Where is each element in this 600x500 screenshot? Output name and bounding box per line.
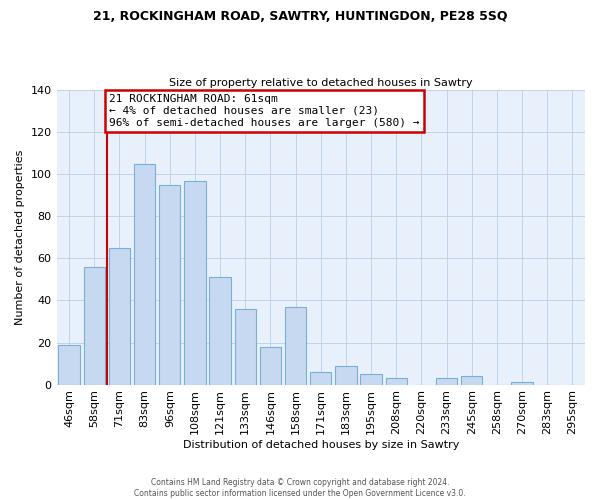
Title: Size of property relative to detached houses in Sawtry: Size of property relative to detached ho…	[169, 78, 473, 88]
Bar	[235, 309, 256, 384]
Y-axis label: Number of detached properties: Number of detached properties	[15, 150, 25, 325]
Bar	[159, 185, 181, 384]
Bar	[58, 344, 80, 385]
Bar	[335, 366, 356, 384]
Text: 21, ROCKINGHAM ROAD, SAWTRY, HUNTINGDON, PE28 5SQ: 21, ROCKINGHAM ROAD, SAWTRY, HUNTINGDON,…	[93, 10, 507, 23]
X-axis label: Distribution of detached houses by size in Sawtry: Distribution of detached houses by size …	[182, 440, 459, 450]
Bar	[209, 278, 231, 384]
Bar	[260, 346, 281, 385]
Bar	[310, 372, 331, 384]
Bar	[184, 180, 206, 384]
Bar	[83, 267, 105, 384]
Bar	[436, 378, 457, 384]
Bar	[361, 374, 382, 384]
Bar	[511, 382, 533, 384]
Text: Contains HM Land Registry data © Crown copyright and database right 2024.
Contai: Contains HM Land Registry data © Crown c…	[134, 478, 466, 498]
Bar	[461, 376, 482, 384]
Bar	[386, 378, 407, 384]
Bar	[109, 248, 130, 384]
Bar	[134, 164, 155, 384]
Text: 21 ROCKINGHAM ROAD: 61sqm
← 4% of detached houses are smaller (23)
96% of semi-d: 21 ROCKINGHAM ROAD: 61sqm ← 4% of detach…	[109, 94, 420, 128]
Bar	[285, 307, 307, 384]
